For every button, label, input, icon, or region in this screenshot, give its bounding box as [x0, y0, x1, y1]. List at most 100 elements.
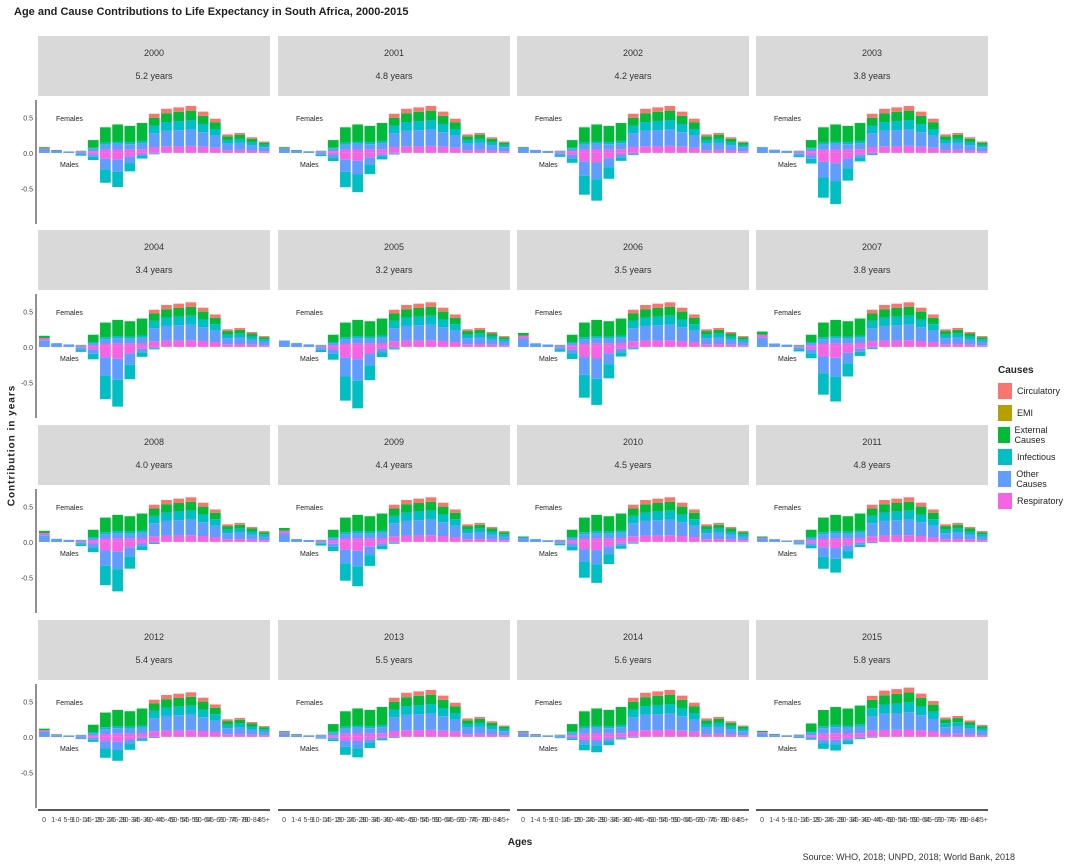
bar-segment	[830, 346, 841, 358]
bar-segment	[303, 735, 315, 736]
bar-segment	[664, 315, 676, 325]
bar-segment	[39, 728, 50, 731]
bar-segment	[591, 179, 602, 201]
bar-segment	[781, 344, 793, 347]
bar-segment	[830, 124, 841, 142]
bar-segment	[148, 731, 160, 737]
bar-segment	[364, 709, 376, 727]
y-tick-label: 0.0	[23, 540, 33, 547]
bar-segment	[486, 344, 498, 347]
bar-segment	[136, 543, 148, 547]
bar-segment	[413, 695, 425, 706]
bar-segment	[769, 734, 780, 736]
bar-segment	[915, 341, 927, 347]
bar-segment	[805, 736, 817, 738]
bar-segment	[376, 707, 388, 725]
bar-segment	[615, 157, 627, 161]
bar-segment	[725, 527, 737, 529]
bar-segment	[401, 317, 412, 326]
bar-segment	[388, 113, 400, 118]
bar-segment	[554, 735, 566, 736]
bar-segment	[818, 547, 829, 557]
females-label: Females	[774, 505, 801, 512]
bar-segment	[112, 533, 123, 539]
bar-segment	[793, 349, 805, 352]
bar-segment	[542, 150, 554, 153]
bar-segment	[793, 540, 805, 541]
y-tick-label: -0.5	[21, 186, 33, 193]
bar-segment	[879, 108, 890, 114]
bar-segment	[413, 146, 425, 153]
bar-segment	[161, 504, 172, 513]
bar-segment	[793, 151, 805, 153]
bar-segment	[891, 107, 903, 112]
bar-segment	[769, 149, 780, 153]
bar-segment	[640, 512, 651, 521]
bar-segment	[891, 111, 903, 122]
bar-segment	[315, 345, 327, 347]
bar-segment	[518, 147, 529, 153]
bar-segment	[340, 563, 351, 581]
bar-segment	[830, 143, 841, 150]
facet-label: 2000	[144, 48, 164, 58]
bar-segment	[258, 534, 270, 537]
bar-segment	[39, 530, 50, 534]
bar-segment	[793, 344, 805, 346]
bar-segment	[376, 530, 388, 533]
bar-segment	[530, 149, 541, 153]
bar-segment	[209, 512, 221, 520]
bar-segment	[830, 727, 841, 734]
bar-segment	[793, 539, 805, 541]
bar-segment	[554, 150, 566, 152]
bar-segment	[854, 143, 866, 150]
bar-segment	[425, 519, 437, 536]
bar-segment	[462, 734, 473, 737]
bar-segment	[279, 530, 290, 534]
bar-segment	[364, 343, 376, 347]
bar-segment	[136, 154, 148, 157]
bar-segment	[579, 532, 590, 535]
legend-label: Other Causes	[1016, 469, 1047, 489]
bar-segment	[566, 738, 578, 741]
bar-segment	[327, 157, 339, 162]
bar-segment	[688, 147, 700, 153]
bar-segment	[39, 340, 50, 347]
bar-segment	[854, 343, 866, 347]
bar-segment	[757, 341, 768, 347]
bar-segment	[554, 734, 566, 736]
bar-segment	[124, 711, 136, 727]
bar-segment	[112, 358, 123, 380]
bar-segment	[757, 730, 768, 733]
bar-segment	[591, 143, 602, 150]
bar-segment	[124, 125, 136, 143]
bar-segment	[842, 738, 854, 741]
bar-segment	[364, 726, 376, 729]
bar-segment	[315, 539, 327, 541]
bar-segment	[413, 130, 425, 147]
bar-segment	[627, 348, 639, 350]
bar-segment	[161, 108, 172, 114]
bar-segment	[303, 151, 315, 153]
bar-segment	[879, 500, 890, 505]
bar-segment	[903, 687, 915, 693]
bar-segment	[769, 735, 780, 737]
bar-segment	[976, 141, 988, 143]
bar-segment	[148, 328, 160, 342]
legend-swatch	[998, 427, 1010, 443]
x-tick-label: 45-49	[636, 817, 654, 824]
bar-segment	[603, 364, 615, 379]
bar-segment	[866, 348, 878, 350]
bar-segment	[652, 307, 664, 317]
bar-segment	[676, 730, 688, 737]
bar-segment	[197, 536, 209, 542]
bar-segment	[474, 142, 486, 150]
bar-segment	[627, 504, 639, 509]
bar-segment	[148, 737, 160, 738]
bar-segment	[197, 111, 209, 116]
bar-segment	[327, 724, 339, 732]
bar-segment	[352, 708, 363, 726]
bar-segment	[964, 528, 976, 532]
bar-segment	[413, 107, 425, 112]
bar-segment	[725, 137, 737, 139]
bar-segment	[124, 538, 136, 542]
